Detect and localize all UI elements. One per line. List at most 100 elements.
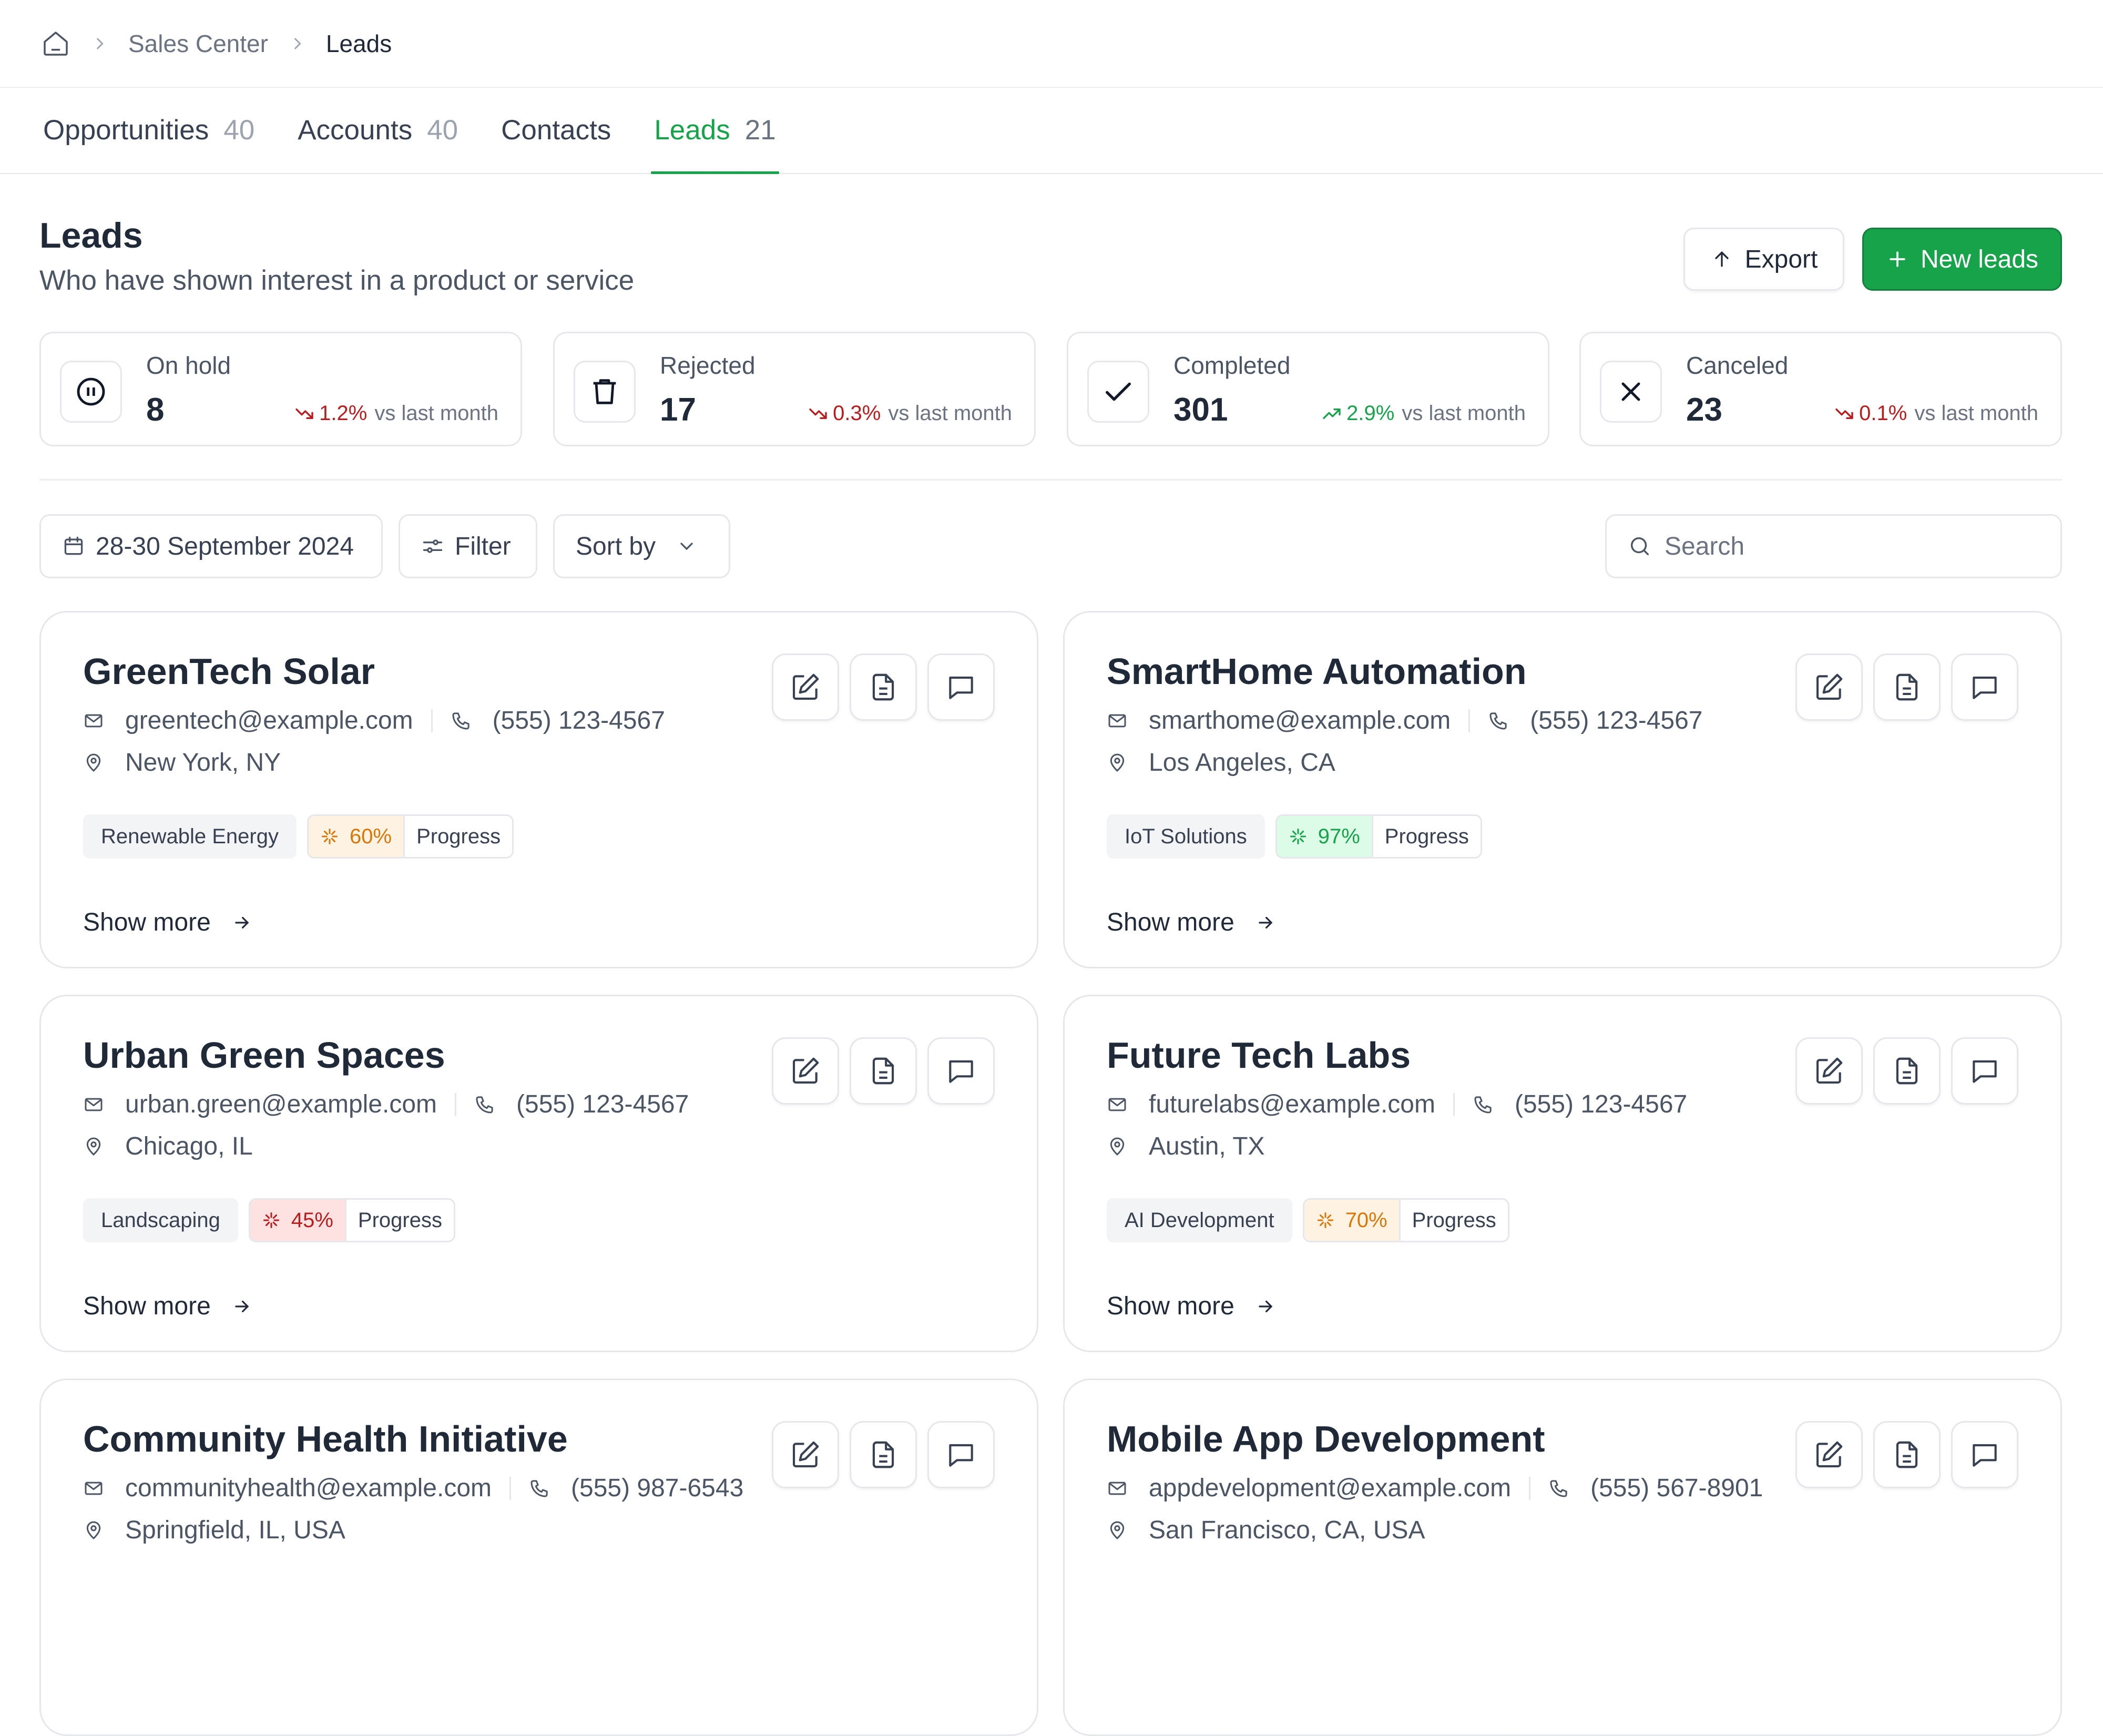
lead-phone[interactable]: (555) 123-4567 xyxy=(1530,707,1703,734)
lead-email[interactable]: greentech@example.com xyxy=(125,707,413,734)
page-title: Leads xyxy=(39,216,143,256)
show-more-label: Show more xyxy=(83,908,211,936)
tab-accounts[interactable]: Accounts 40 xyxy=(298,87,458,173)
stat-label: Rejected xyxy=(660,352,756,379)
document-button[interactable] xyxy=(1873,1037,1941,1105)
toolbar: 28-30 September 2024 Filter Sort by xyxy=(0,514,2103,578)
show-more-link[interactable]: Show more xyxy=(1107,908,1275,937)
tab-count: 40 xyxy=(223,114,255,146)
lead-location: Chicago, IL xyxy=(125,1132,253,1160)
message-button[interactable] xyxy=(1951,1421,2018,1488)
edit-button[interactable] xyxy=(772,1037,839,1105)
check-icon xyxy=(1087,361,1149,423)
search-box[interactable] xyxy=(1605,514,2062,578)
lead-email[interactable]: urban.green@example.com xyxy=(125,1090,437,1118)
filter-button[interactable]: Filter xyxy=(399,514,537,578)
tab-opportunities[interactable]: Opportunities 40 xyxy=(43,87,254,173)
loader-icon xyxy=(262,1211,286,1230)
edit-icon xyxy=(789,671,822,703)
message-button[interactable] xyxy=(1951,1037,2018,1105)
tab-contacts[interactable]: Contacts xyxy=(501,87,611,173)
home-icon[interactable] xyxy=(41,29,70,58)
show-more-link[interactable]: Show more xyxy=(83,1292,252,1321)
message-button[interactable] xyxy=(927,1421,995,1488)
stat-card-canceled: Canceled 23 0.1% vs last month xyxy=(1579,332,2062,446)
progress-label: Progress xyxy=(1398,1200,1508,1241)
document-button[interactable] xyxy=(850,1037,917,1105)
lead-phone[interactable]: (555) 987-6543 xyxy=(571,1474,744,1502)
contact-divider xyxy=(1468,709,1471,732)
edit-button[interactable] xyxy=(1795,1037,1863,1105)
message-button[interactable] xyxy=(927,653,995,721)
document-button[interactable] xyxy=(850,653,917,721)
lead-actions xyxy=(1785,1421,2018,1488)
tab-bar: Opportunities 40 Accounts 40 Contacts Le… xyxy=(0,88,2103,174)
progress-pct: 60% xyxy=(350,824,392,848)
lead-name: Mobile App Development xyxy=(1107,1418,1545,1459)
tab-leads[interactable]: Leads 21 xyxy=(651,87,780,174)
edit-button[interactable] xyxy=(772,1421,839,1488)
stat-value: 23 xyxy=(1686,392,1722,428)
chevron-down-icon xyxy=(680,543,693,550)
pause-icon xyxy=(60,361,122,423)
lead-phone[interactable]: (555) 567-8901 xyxy=(1590,1474,1763,1502)
phone-icon xyxy=(1488,710,1519,731)
edit-button[interactable] xyxy=(772,653,839,721)
show-more-link[interactable]: Show more xyxy=(1107,1292,1275,1321)
lead-card: Future Tech Labs futurelabs@example.com (5… xyxy=(1063,995,2062,1352)
document-button[interactable] xyxy=(1873,653,1941,721)
message-button[interactable] xyxy=(1951,653,2018,721)
stats-row: On hold 8 1.2% vs last month Rejected 17… xyxy=(0,332,2103,446)
progress-value: 45% xyxy=(250,1200,345,1241)
breadcrumb-link-sales-center[interactable]: Sales Center xyxy=(128,29,268,57)
lead-phone[interactable]: (555) 123-4567 xyxy=(492,707,665,734)
lead-actions xyxy=(1785,653,2018,721)
search-input[interactable] xyxy=(1665,532,2033,561)
lead-email[interactable]: appdevelopment@example.com xyxy=(1149,1474,1512,1502)
lead-location-row: San Francisco, CA, USA xyxy=(1107,1516,1425,1545)
lead-phone[interactable]: (555) 123-4567 xyxy=(1514,1090,1688,1118)
lead-contact-row: futurelabs@example.com (555) 123-4567 xyxy=(1107,1090,1687,1119)
lead-actions xyxy=(761,1421,995,1488)
loader-icon xyxy=(1316,1211,1340,1230)
progress-value: 97% xyxy=(1277,816,1372,857)
lead-location-row: Los Angeles, CA xyxy=(1107,748,1335,777)
stat-card-on-hold: On hold 8 1.2% vs last month xyxy=(39,332,522,446)
x-icon xyxy=(1600,361,1662,423)
calendar-icon xyxy=(64,536,83,555)
lead-location: New York, NY xyxy=(125,749,281,777)
stat-trend-pct: 1.2% xyxy=(319,402,367,425)
filter-label: Filter xyxy=(455,532,511,560)
export-button[interactable]: Export xyxy=(1683,228,1844,291)
edit-button[interactable] xyxy=(1795,653,1863,721)
new-leads-button[interactable]: New leads xyxy=(1862,228,2062,291)
sort-by-dropdown[interactable]: Sort by xyxy=(553,514,730,578)
lead-phone[interactable]: (555) 123-4567 xyxy=(516,1090,689,1118)
lead-email[interactable]: communityhealth@example.com xyxy=(125,1474,492,1502)
lead-actions xyxy=(761,653,995,721)
document-icon xyxy=(1891,1438,1923,1471)
lead-name: Future Tech Labs xyxy=(1107,1035,1411,1076)
edit-button[interactable] xyxy=(1795,1421,1863,1488)
lead-email[interactable]: smarthome@example.com xyxy=(1149,707,1451,734)
message-icon xyxy=(1968,671,2001,703)
document-button[interactable] xyxy=(1873,1421,1941,1488)
show-more-link[interactable]: Show more xyxy=(83,908,252,937)
edit-icon xyxy=(1813,671,1845,703)
section-divider xyxy=(39,479,2062,481)
stat-value: 301 xyxy=(1173,392,1228,428)
contact-divider xyxy=(431,709,433,732)
message-button[interactable] xyxy=(927,1037,995,1105)
document-button[interactable] xyxy=(850,1421,917,1488)
phone-icon xyxy=(529,1478,560,1499)
industry-tag: IoT Solutions xyxy=(1107,814,1265,859)
lead-tags: Landscaping 45% Progress xyxy=(83,1198,455,1242)
progress-badge: 60% Progress xyxy=(307,814,514,859)
lead-card: Community Health Initiative communityheal… xyxy=(39,1378,1038,1736)
progress-pct: 45% xyxy=(291,1208,333,1232)
date-range-button[interactable]: 28-30 September 2024 xyxy=(39,514,383,578)
lead-location-row: Springfield, IL, USA xyxy=(83,1516,345,1545)
tab-label: Leads xyxy=(654,114,730,146)
document-icon xyxy=(1891,671,1923,703)
lead-email[interactable]: futurelabs@example.com xyxy=(1149,1090,1435,1118)
